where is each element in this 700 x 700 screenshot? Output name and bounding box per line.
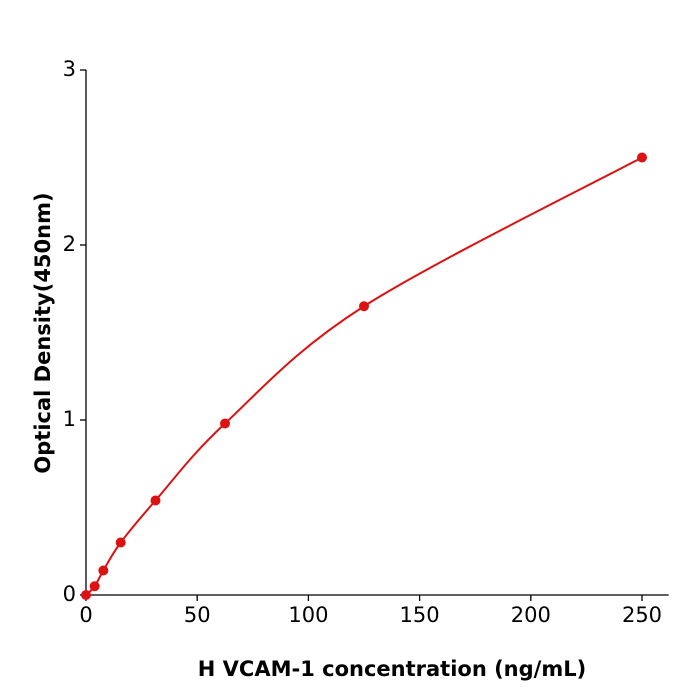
x-tick-label: 200 — [511, 603, 551, 627]
data-point — [81, 590, 91, 600]
data-point — [220, 418, 230, 429]
data-point — [150, 495, 161, 506]
curve — [85, 156, 643, 596]
x-tick-label: 0 — [79, 603, 92, 627]
data-point — [98, 565, 109, 576]
data-point — [359, 301, 369, 312]
x-tick-label: 250 — [622, 603, 662, 627]
y-tick-label: 0 — [63, 582, 76, 606]
data-point — [637, 152, 647, 163]
x-tick-label: 50 — [184, 603, 211, 627]
y-tick-label: 2 — [63, 232, 76, 256]
data-point — [89, 581, 100, 592]
x-axis-title: H VCAM-1 concentration (ng/mL) — [198, 657, 586, 681]
x-tick-label: 150 — [400, 603, 440, 627]
data-point — [115, 537, 126, 548]
y-axis-title: Optical Density(450nm) — [31, 192, 55, 473]
y-tick-label: 1 — [63, 407, 76, 431]
x-tick-label: 100 — [288, 603, 328, 627]
y-tick-label: 3 — [63, 57, 76, 81]
